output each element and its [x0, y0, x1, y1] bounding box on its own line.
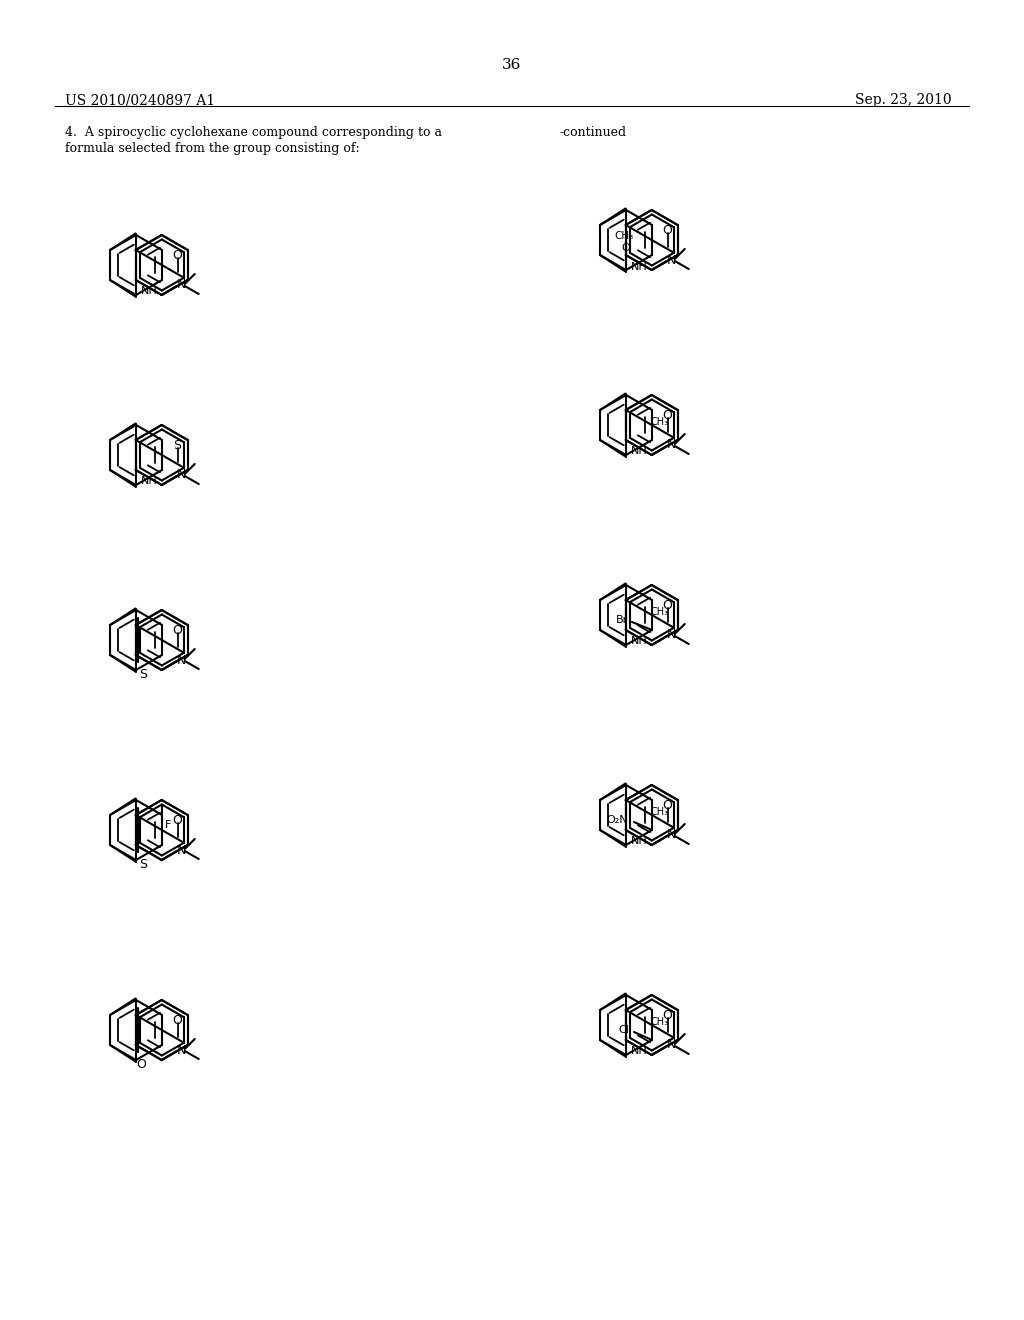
- Text: O: O: [663, 1008, 673, 1022]
- Text: S: S: [174, 440, 181, 451]
- Text: S: S: [139, 668, 147, 681]
- Text: N: N: [667, 829, 677, 842]
- Text: F: F: [165, 820, 171, 829]
- Text: N: N: [667, 253, 677, 267]
- Text: N: N: [177, 653, 186, 667]
- Text: N: N: [177, 1044, 186, 1056]
- Text: N: N: [177, 469, 186, 482]
- Text: N: N: [667, 1039, 677, 1052]
- Text: O: O: [622, 243, 631, 253]
- Text: O: O: [173, 624, 182, 638]
- Text: O: O: [173, 814, 182, 828]
- Text: O: O: [136, 1059, 146, 1071]
- Text: Br: Br: [615, 615, 628, 624]
- Text: O: O: [663, 799, 673, 812]
- Text: -continued: -continued: [560, 125, 627, 139]
- Text: NH: NH: [631, 837, 648, 846]
- Text: formula selected from the group consisting of:: formula selected from the group consisti…: [65, 143, 359, 154]
- Text: O: O: [663, 409, 673, 422]
- Text: CH₃: CH₃: [650, 607, 669, 616]
- Text: O₂N: O₂N: [606, 814, 628, 825]
- Text: O: O: [173, 249, 182, 261]
- Text: O: O: [663, 224, 673, 238]
- Text: NH: NH: [141, 286, 158, 297]
- Text: Cl: Cl: [618, 1026, 630, 1035]
- Text: CH₃: CH₃: [650, 1016, 669, 1027]
- Text: 4.  A spirocyclic cyclohexane compound corresponding to a: 4. A spirocyclic cyclohexane compound co…: [65, 125, 442, 139]
- Text: N: N: [667, 628, 677, 642]
- Text: CH₃: CH₃: [614, 231, 634, 242]
- Text: Sep. 23, 2010: Sep. 23, 2010: [855, 92, 951, 107]
- Text: N: N: [667, 438, 677, 451]
- Text: NH: NH: [631, 446, 648, 457]
- Text: CH₃: CH₃: [650, 807, 669, 817]
- Text: O: O: [173, 1014, 182, 1027]
- Text: N: N: [177, 279, 186, 292]
- Text: N: N: [177, 843, 186, 857]
- Text: 36: 36: [503, 58, 521, 73]
- Text: NH: NH: [631, 636, 648, 647]
- Text: NH: NH: [631, 261, 648, 272]
- Text: CH₃: CH₃: [650, 417, 669, 426]
- Text: S: S: [139, 858, 147, 871]
- Text: US 2010/0240897 A1: US 2010/0240897 A1: [65, 92, 215, 107]
- Text: NH: NH: [141, 477, 158, 487]
- Text: NH: NH: [631, 1047, 648, 1056]
- Text: O: O: [663, 599, 673, 612]
